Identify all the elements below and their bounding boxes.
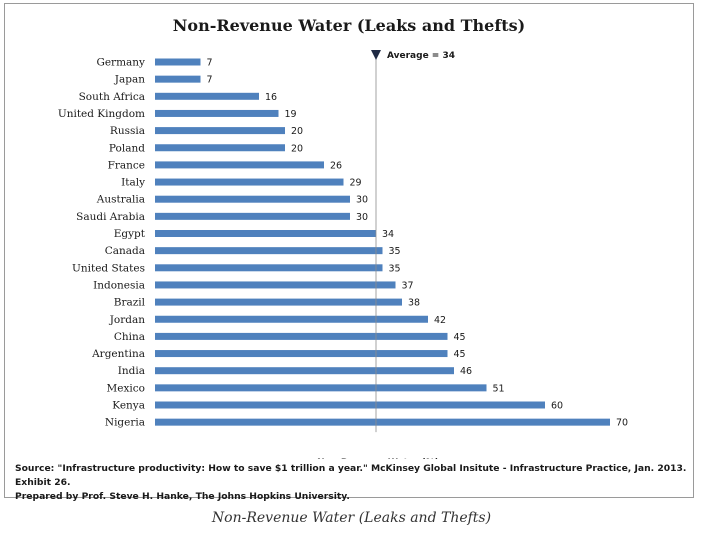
category-label: Nigeria <box>105 417 145 429</box>
value-label: 60 <box>551 401 563 412</box>
value-label: 46 <box>460 366 472 377</box>
bar <box>155 264 383 272</box>
bar <box>155 315 428 323</box>
category-label: China <box>114 331 145 343</box>
category-label: Australia <box>96 194 145 206</box>
bar <box>155 350 448 358</box>
average-marker-icon <box>371 50 381 60</box>
category-label: South Africa <box>79 91 145 103</box>
category-label: Russia <box>110 125 145 137</box>
bar <box>155 418 610 426</box>
value-label: 7 <box>207 75 213 86</box>
category-label: United Kingdom <box>58 108 145 120</box>
value-label: 35 <box>389 263 401 274</box>
x-axis-title: Non-Revenue Water (%) <box>317 458 439 459</box>
source-note: Source: "Infrastructure productivity: Ho… <box>15 462 695 504</box>
bar <box>155 281 396 289</box>
value-label: 26 <box>330 160 342 171</box>
bar <box>155 247 383 255</box>
bar <box>155 109 279 117</box>
category-label: Jordan <box>109 314 146 326</box>
value-label: 19 <box>285 109 297 120</box>
bar <box>155 195 350 203</box>
bar <box>155 298 402 306</box>
category-label: Germany <box>96 57 145 69</box>
average-label: Average = 34 <box>387 51 455 61</box>
value-label: 16 <box>265 92 277 103</box>
chart-title: Non-Revenue Water (Leaks and Thefts) <box>172 16 526 35</box>
bar <box>155 401 545 409</box>
value-label: 37 <box>402 280 414 291</box>
chart-frame: Non-Revenue Water (Leaks and Thefts) Ger… <box>4 3 694 502</box>
value-label: 30 <box>356 195 368 206</box>
bar <box>155 161 324 169</box>
category-label: Egypt <box>114 228 146 240</box>
value-label: 29 <box>350 178 362 189</box>
category-label: United States <box>72 262 145 274</box>
bar <box>155 92 259 100</box>
category-label: Saudi Arabia <box>76 211 145 223</box>
bar <box>155 178 344 186</box>
value-label: 34 <box>382 229 394 240</box>
value-label: 7 <box>207 58 213 69</box>
source-line-2: Prepared by Prof. Steve H. Hanke, The Jo… <box>15 491 350 502</box>
value-label: 20 <box>291 126 303 137</box>
bar <box>155 230 376 237</box>
value-label: 35 <box>389 246 401 257</box>
value-label: 45 <box>454 332 466 343</box>
category-label: Indonesia <box>93 279 145 291</box>
category-label: Italy <box>121 177 145 189</box>
category-label: Poland <box>109 142 145 154</box>
bar <box>155 332 448 340</box>
bar <box>155 127 285 135</box>
category-label: India <box>118 365 145 377</box>
category-label: Kenya <box>112 400 145 412</box>
value-label: 70 <box>616 418 628 429</box>
bar <box>155 144 285 152</box>
figure-caption: Non-Revenue Water (Leaks and Thefts) <box>211 510 492 526</box>
bar-chart: Germany 7 Japan 7 South Africa 16 United Kingd… <box>58 50 628 459</box>
category-label: Brazil <box>114 297 146 309</box>
source-line-1: Source: "Infrastructure productivity: Ho… <box>15 463 687 488</box>
category-label: Japan <box>114 74 145 86</box>
value-label: 42 <box>434 315 446 326</box>
bar <box>155 367 454 375</box>
bar <box>155 58 201 66</box>
value-label: 45 <box>454 349 466 360</box>
value-label: 20 <box>291 143 303 154</box>
value-label: 30 <box>356 212 368 223</box>
category-label: Mexico <box>107 382 145 394</box>
bar <box>155 212 350 220</box>
value-label: 51 <box>493 383 505 394</box>
value-label: 38 <box>408 298 420 309</box>
category-label: France <box>108 159 145 171</box>
category-label: Argentina <box>91 348 145 360</box>
category-label: Canada <box>105 245 145 257</box>
bar <box>155 75 201 83</box>
bar <box>155 384 487 392</box>
